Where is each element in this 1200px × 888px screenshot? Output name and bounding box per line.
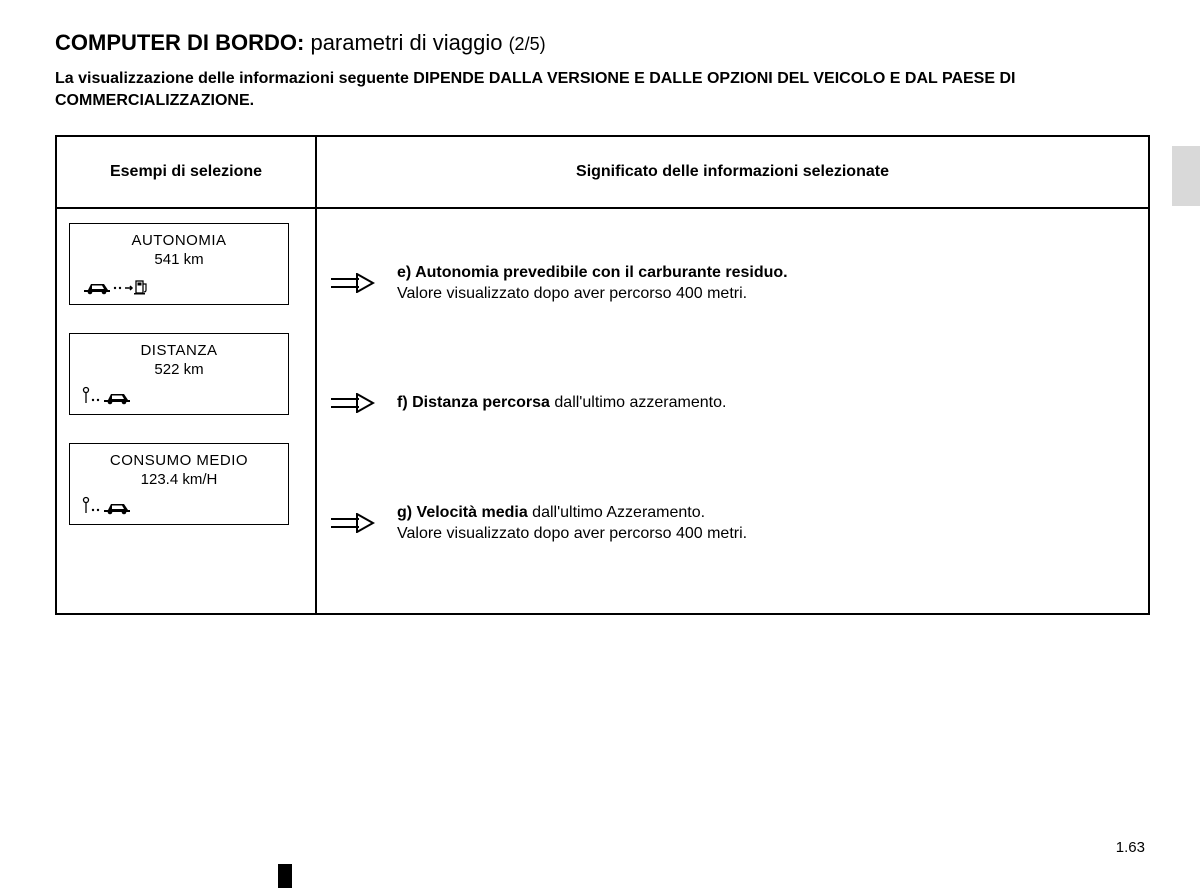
page-number: 1.63 xyxy=(1116,839,1145,856)
flag-to-car-icon xyxy=(78,494,280,518)
header-col2: Significato delle informazioni seleziona… xyxy=(316,136,1149,208)
side-tab xyxy=(1172,146,1200,206)
title-sub: parametri di viaggio xyxy=(310,30,502,55)
display-value: 541 km xyxy=(78,251,280,268)
display-value: 123.4 km/H xyxy=(78,471,280,488)
display-box-distanza: DISTANZA 522 km xyxy=(69,333,289,415)
car-to-pump-icon xyxy=(78,274,280,298)
arrow-icon xyxy=(329,273,375,293)
desc-row-e: e) Autonomia prevedibile con il carburan… xyxy=(329,223,1136,343)
display-value: 522 km xyxy=(78,361,280,378)
desc-text: g) Velocità media dall'ultimo Azzerament… xyxy=(397,502,747,545)
desc-text: f) Distanza percorsa dall'ultimo azzeram… xyxy=(397,392,726,414)
descriptions-cell: e) Autonomia prevedibile con il carburan… xyxy=(316,208,1149,614)
page-title: COMPUTER DI BORDO: parametri di viaggio … xyxy=(55,30,1150,56)
desc-row-f: f) Distanza percorsa dall'ultimo azzeram… xyxy=(329,343,1136,463)
examples-cell: AUTONOMIA 541 km xyxy=(56,208,316,614)
display-title: CONSUMO MEDIO xyxy=(78,452,280,469)
arrow-icon xyxy=(329,513,375,533)
bottom-mark xyxy=(278,864,292,888)
parameters-table: Esempi di selezione Significato delle in… xyxy=(55,135,1150,615)
flag-to-car-icon xyxy=(78,384,280,408)
header-col1: Esempi di selezione xyxy=(56,136,316,208)
title-counter: (2/5) xyxy=(509,34,546,54)
display-title: AUTONOMIA xyxy=(78,232,280,249)
title-main: COMPUTER DI BORDO: xyxy=(55,30,304,55)
intro-text: La visualizzazione delle informazioni se… xyxy=(55,68,1150,111)
display-box-autonomia: AUTONOMIA 541 km xyxy=(69,223,289,305)
desc-row-g: g) Velocità media dall'ultimo Azzerament… xyxy=(329,463,1136,583)
display-title: DISTANZA xyxy=(78,342,280,359)
display-box-consumo: CONSUMO MEDIO 123.4 km/H xyxy=(69,443,289,525)
desc-text: e) Autonomia prevedibile con il carburan… xyxy=(397,262,788,305)
arrow-icon xyxy=(329,393,375,413)
